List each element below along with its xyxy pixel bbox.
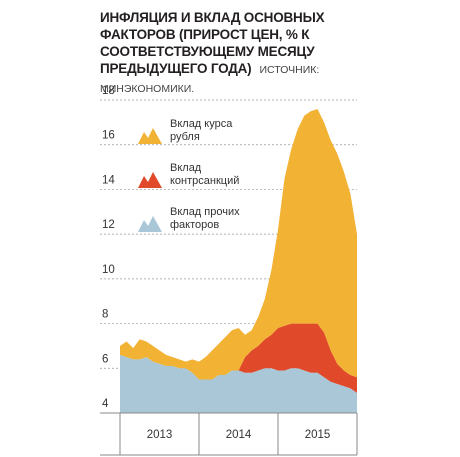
legend-label: Вклад прочих факторов [170, 206, 240, 231]
x-tick-label: 2014 [226, 429, 252, 441]
x-tick-label: 2015 [305, 429, 331, 441]
legend-label: Вклад контрсанкций [170, 162, 240, 187]
area [120, 323, 357, 393]
y-tick-label: 14 [102, 174, 115, 186]
y-tick-label: 10 [102, 264, 115, 276]
y-tick-label: 8 [102, 309, 108, 321]
areas [120, 108, 357, 413]
y-tick-label: 6 [102, 353, 108, 365]
y-tick-label: 18 [102, 85, 115, 97]
chart-subtitle: ИСТОЧНИК: МИНЭКОНОМИКИ. [100, 64, 320, 95]
legend-icon [138, 128, 162, 144]
legend-icon [138, 172, 162, 188]
y-tick-label: 16 [102, 130, 115, 142]
area [120, 108, 357, 380]
x-tick-label: 2013 [147, 429, 173, 441]
y-tick-label: 4 [102, 398, 109, 410]
legend-icon [138, 216, 162, 232]
chart-title: ИНФЛЯЦИЯ И ВКЛАД ОСНОВНЫХ ФАКТОРОВ (ПРИР… [100, 10, 325, 76]
y-tick-label: 12 [102, 219, 115, 231]
legend-label: Вклад курса рубля [170, 118, 233, 143]
chart-title-block: ИНФЛЯЦИЯ И ВКЛАД ОСНОВНЫХ ФАКТОРОВ (ПРИР… [100, 9, 400, 98]
area [120, 354, 357, 413]
